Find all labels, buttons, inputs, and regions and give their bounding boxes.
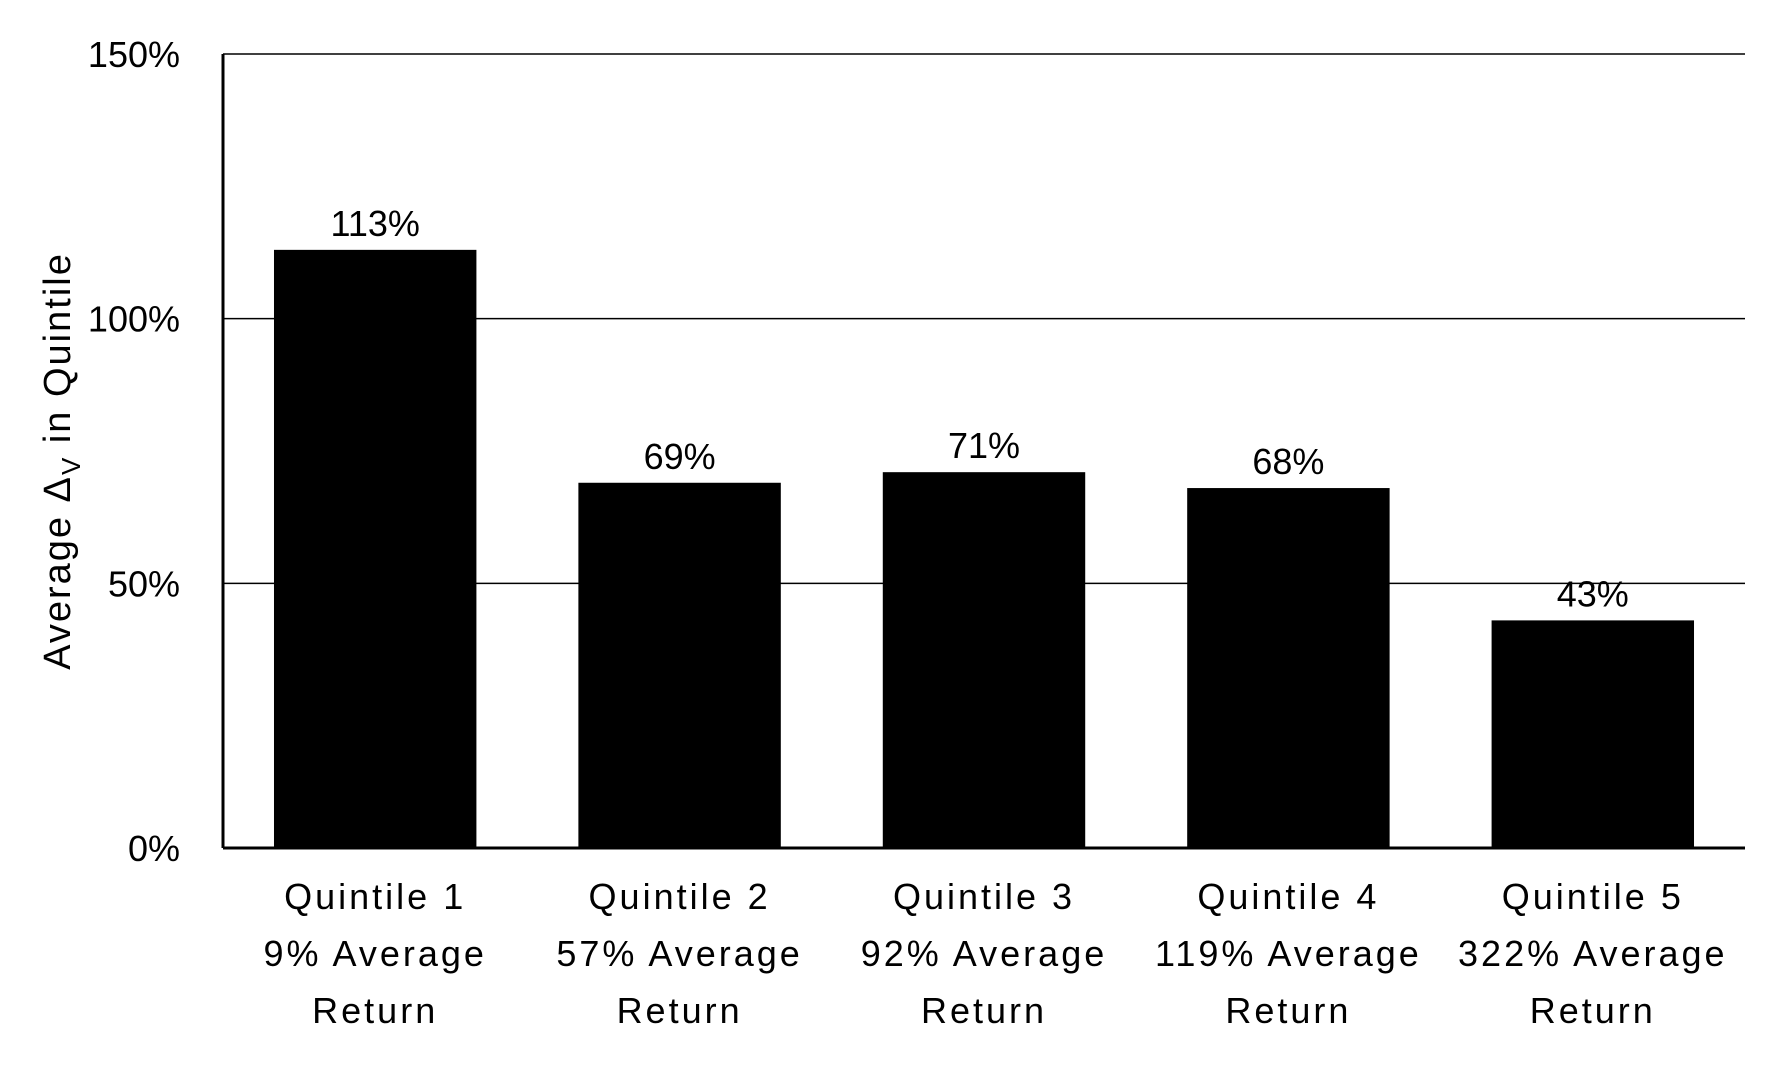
bar-quintile-4: [1187, 488, 1390, 848]
category-label-quintile-2-line-1: Quintile 2: [589, 876, 771, 917]
y-axis-title-subscript: V: [56, 456, 86, 475]
category-label-quintile-2-line-3: Return: [617, 990, 743, 1031]
y-tick-labels: 0% 50% 100% 150%: [88, 34, 180, 869]
category-label-quintile-4-line-3: Return: [1225, 990, 1351, 1031]
y-tick-label: 100%: [88, 299, 180, 340]
category-label-quintile-4-line-1: Quintile 4: [1197, 876, 1379, 917]
category-label-quintile-5-line-2: 322% Average: [1458, 933, 1728, 974]
y-tick-label: 150%: [88, 34, 180, 75]
data-label-quintile-3: 71%: [948, 425, 1020, 466]
category-label-quintile-5-line-3: Return: [1530, 990, 1656, 1031]
data-label-quintile-2: 69%: [644, 436, 716, 477]
category-label-quintile-4-line-2: 119% Average: [1155, 933, 1422, 974]
data-label-quintile-4: 68%: [1252, 441, 1324, 482]
category-label-quintile-5-line-1: Quintile 5: [1502, 876, 1684, 917]
data-label-quintile-5: 43%: [1557, 573, 1629, 614]
category-label-quintile-3-line-1: Quintile 3: [893, 876, 1075, 917]
y-axis-title: Average ΔV in Quintile: [37, 252, 86, 670]
category-label-quintile-1-line-2: 9% Average: [263, 933, 486, 974]
category-label-quintile-3-line-3: Return: [921, 990, 1047, 1031]
bar-quintile-2: [578, 482, 781, 848]
y-axis-title-main: Average Δ: [37, 475, 79, 670]
bar-quintile-3: [882, 472, 1086, 848]
category-label-quintile-1-line-1: Quintile 1: [284, 876, 466, 917]
category-label-quintile-2-line-2: 57% Average: [556, 933, 803, 974]
y-tick-label: 0%: [128, 828, 180, 869]
data-label-quintile-1: 113%: [330, 203, 419, 244]
category-label-quintile-3-line-2: 92% Average: [861, 933, 1108, 974]
bar-quintile-5: [1491, 620, 1695, 848]
category-label-quintile-1-line-3: Return: [312, 990, 438, 1031]
data-labels: 113% 69% 71% 68% 43%: [330, 203, 1628, 615]
bars: [273, 249, 1695, 848]
y-tick-label: 50%: [108, 563, 180, 604]
axes: [221, 54, 1745, 850]
category-labels: Quintile 1 9% Average Return Quintile 2 57% …: [263, 876, 1728, 1031]
bar-quintile-1: [273, 249, 477, 848]
y-axis-title-rest: in Quintile: [37, 252, 79, 456]
